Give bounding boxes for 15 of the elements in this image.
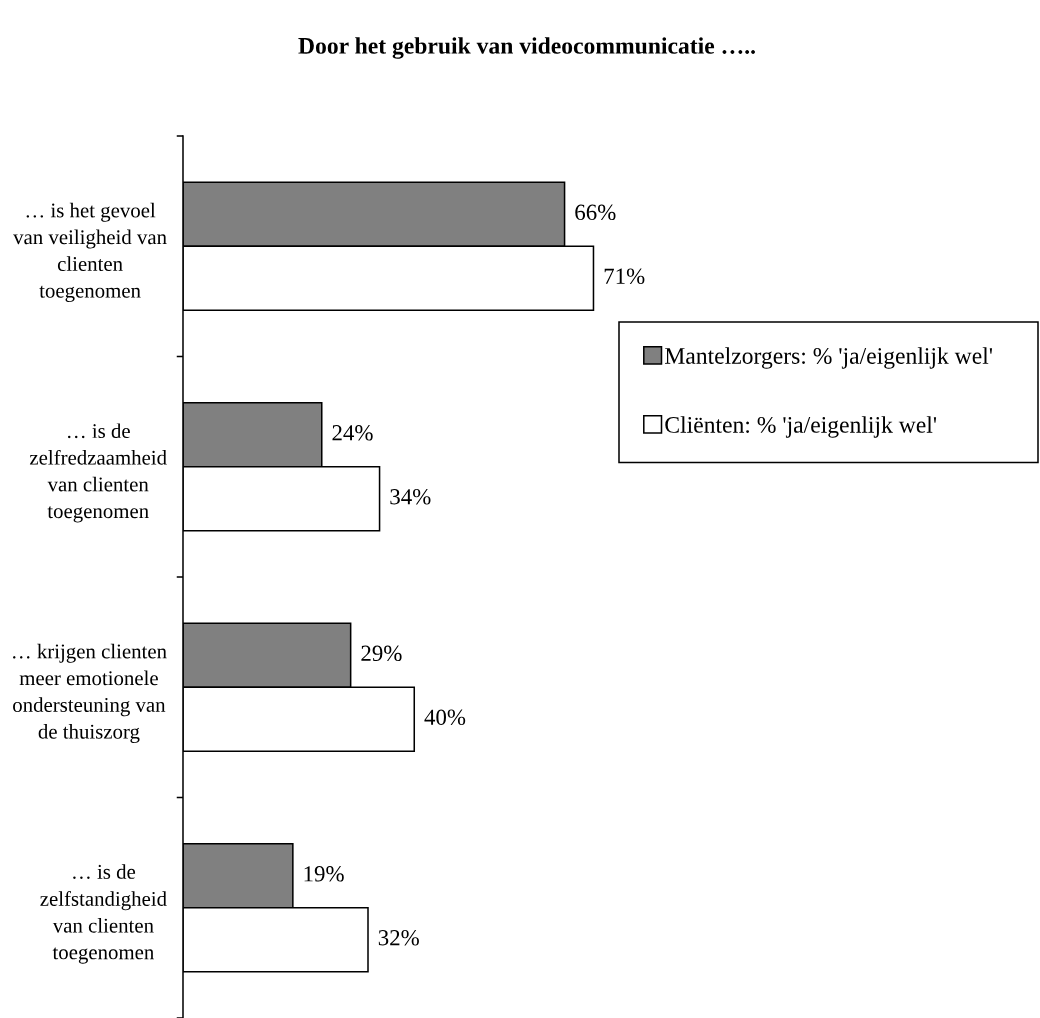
data-label: 66% bbox=[575, 204, 616, 221]
data-label: 40% bbox=[424, 709, 466, 726]
data-label: 32% bbox=[378, 929, 419, 946]
chart-title: Door het gebruik van videocommunicatie ….. bbox=[298, 37, 755, 59]
y-tick-label: … krijgen clienten meer emotionele ondersteuning van de thuiszorg bbox=[13, 643, 167, 743]
y-tick-label: … is de zelfstandigheid van clienten toegenomen bbox=[40, 864, 167, 964]
legend-label: Mantelzorgers: % 'ja/eigenlijk wel' bbox=[665, 347, 993, 369]
y-tick-label: … is het gevoel van veiligheid van clienten toegenomen bbox=[13, 202, 167, 303]
data-label: 29% bbox=[361, 645, 402, 662]
y-tick-label: … is de zelfredzaamheid van clienten toegenomen bbox=[29, 423, 167, 523]
legend-label: Cliënten: % 'ja/eigenlijk wel' bbox=[665, 416, 937, 438]
data-label: 34% bbox=[390, 488, 431, 505]
data-label: 24% bbox=[332, 425, 373, 441]
data-label: 71% bbox=[604, 268, 645, 285]
data-label: 19% bbox=[304, 866, 344, 882]
